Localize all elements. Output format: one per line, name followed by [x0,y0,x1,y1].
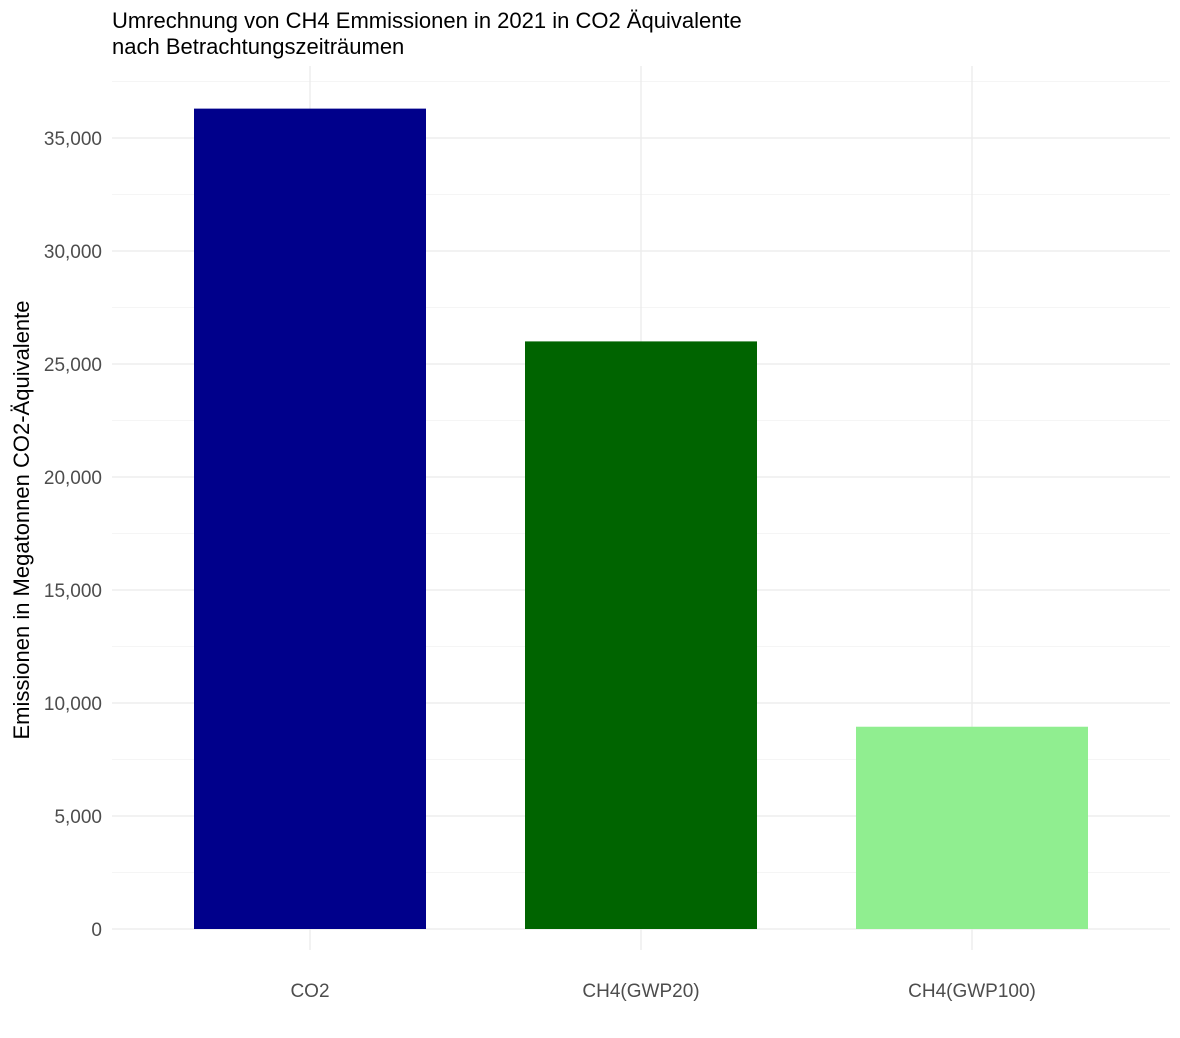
x-axis-ticks: CO2 CH4(GWP20) CH4(GWP100) [290,981,1035,1002]
y-tick-label: 5,000 [54,807,102,828]
y-axis-title: Emissionen in Megatonnen CO2-Äquivalente [9,300,34,739]
bar-ch4-gwp20 [525,341,757,929]
y-tick-label: 15,000 [44,581,102,602]
bar-co2 [194,108,426,930]
y-tick-label: 35,000 [44,129,102,150]
x-tick-label: CH4(GWP100) [908,981,1036,1002]
bar-ch4-gwp100 [856,726,1088,929]
y-tick-label: 30,000 [44,242,102,263]
chart-subtitle: nach Betrachtungszeiträumen [112,34,404,59]
x-tick-label: CH4(GWP20) [582,981,699,1002]
y-tick-label: 20,000 [44,468,102,489]
bars [194,108,1088,930]
chart-title: Umrechnung von CH4 Emmissionen in 2021 i… [112,8,742,33]
y-tick-label: 10,000 [44,694,102,715]
y-tick-label: 0 [91,920,102,941]
x-tick-label: CO2 [290,981,329,1002]
y-tick-label: 25,000 [44,355,102,376]
y-axis-ticks: 0 5,000 10,000 15,000 20,000 25,000 30,000 35,0… [44,129,102,941]
